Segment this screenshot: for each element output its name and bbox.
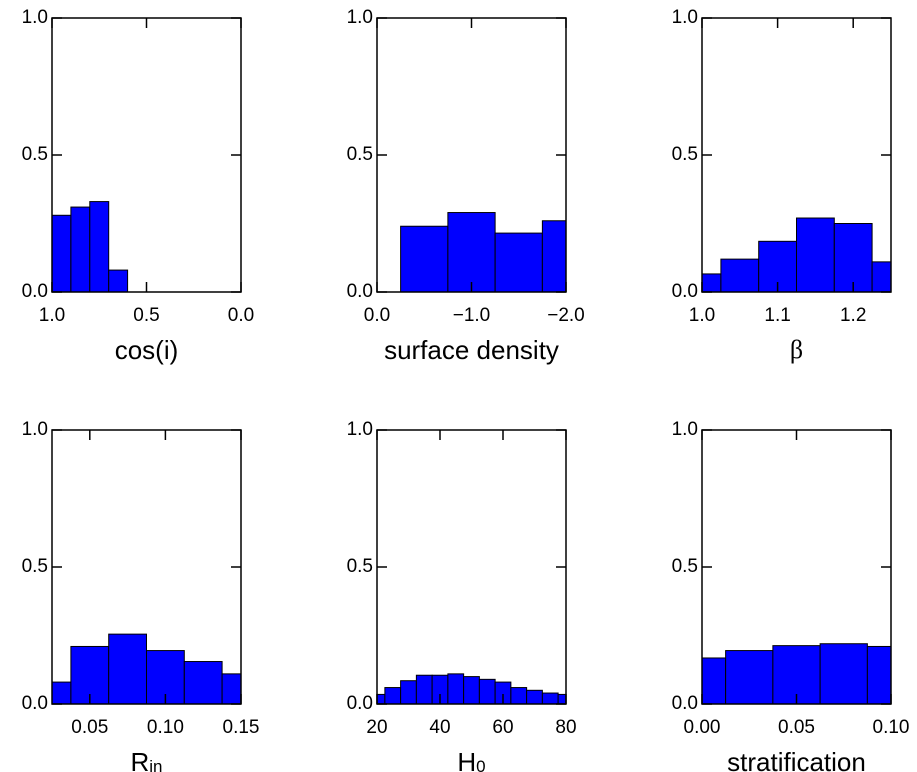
x-tick-label: 60	[492, 717, 513, 738]
bar	[89, 201, 110, 293]
bar	[557, 693, 567, 705]
y-tick-label: 0.5	[672, 556, 698, 577]
y-tick-label: 0.0	[347, 281, 373, 302]
x-tick-label: 0.5	[133, 305, 159, 326]
bar	[400, 680, 417, 705]
x-axis-label: cos(i)	[115, 335, 179, 365]
x-axis-label: H0	[457, 747, 485, 772]
y-tick-label: 1.0	[22, 419, 48, 440]
y-tick-label: 1.0	[347, 419, 373, 440]
bar	[796, 217, 835, 293]
x-tick-label: 20	[366, 717, 387, 738]
bar	[51, 214, 72, 293]
bar	[701, 657, 727, 705]
x-axis-label-main: surface density	[384, 335, 559, 365]
x-axis-label-main: β	[790, 335, 803, 364]
x-tick-label: 1.0	[39, 305, 65, 326]
y-tick-label: 1.0	[22, 7, 48, 28]
bar	[541, 220, 567, 293]
x-tick-label: −2.0	[547, 305, 585, 326]
bar	[720, 258, 760, 293]
x-tick-label: 0.10	[873, 717, 910, 738]
x-axis-label-sub: in	[149, 757, 162, 772]
x-axis-label-main: cos(i)	[115, 335, 179, 365]
y-tick-label: 0.0	[672, 281, 698, 302]
bar	[478, 678, 496, 705]
x-axis-label-main: R	[130, 747, 149, 772]
x-axis-label: stratification	[727, 747, 866, 772]
x-axis-label-main: stratification	[727, 747, 866, 772]
x-tick-label: 0.15	[223, 717, 260, 738]
bar	[183, 661, 223, 705]
y-tick-label: 0.0	[22, 281, 48, 302]
bar	[463, 676, 480, 705]
bar	[70, 206, 91, 293]
bar	[526, 689, 543, 705]
bar	[376, 693, 386, 705]
y-tick-label: 0.5	[672, 144, 698, 165]
bar	[400, 225, 449, 293]
x-axis-label-main: H	[457, 747, 476, 772]
bar	[725, 650, 774, 705]
y-tick-label: 0.5	[347, 556, 373, 577]
bar	[494, 232, 543, 293]
y-tick-label: 1.0	[347, 7, 373, 28]
x-tick-label: −1.0	[453, 305, 491, 326]
bar	[871, 261, 892, 293]
x-tick-label: 0.0	[228, 305, 254, 326]
bar	[384, 687, 402, 705]
y-tick-label: 0.5	[22, 144, 48, 165]
x-tick-label: 80	[555, 717, 576, 738]
bar	[447, 673, 465, 705]
x-axis-label-sub: 0	[476, 757, 485, 772]
y-tick-label: 0.0	[347, 693, 373, 714]
bar	[415, 674, 433, 705]
x-tick-label: 1.2	[840, 305, 866, 326]
x-axis-label: surface density	[384, 335, 559, 365]
x-tick-label: 0.00	[684, 717, 721, 738]
x-tick-label: 1.1	[764, 305, 790, 326]
y-tick-label: 1.0	[672, 7, 698, 28]
y-tick-label: 0.5	[22, 556, 48, 577]
axes-frame	[376, 429, 567, 705]
x-axis-label: Rin	[130, 747, 162, 772]
x-tick-label: 0.0	[364, 305, 390, 326]
bar	[833, 223, 873, 293]
bar	[819, 643, 868, 705]
x-tick-label: 40	[429, 717, 450, 738]
bar	[51, 681, 72, 705]
x-tick-label: 0.05	[71, 717, 108, 738]
bar	[541, 692, 559, 705]
bar	[701, 273, 722, 293]
bar	[108, 633, 147, 705]
bar	[447, 212, 496, 293]
bar	[510, 687, 528, 705]
x-axis-label: β	[790, 335, 803, 364]
bar	[866, 645, 892, 705]
x-tick-label: 0.05	[778, 717, 815, 738]
bar	[108, 269, 129, 293]
y-tick-label: 0.0	[22, 693, 48, 714]
y-tick-label: 0.5	[347, 144, 373, 165]
x-tick-label: 0.10	[147, 717, 184, 738]
y-tick-label: 0.0	[672, 693, 698, 714]
x-tick-label: 1.0	[689, 305, 715, 326]
bar	[221, 673, 242, 705]
y-tick-label: 1.0	[672, 419, 698, 440]
